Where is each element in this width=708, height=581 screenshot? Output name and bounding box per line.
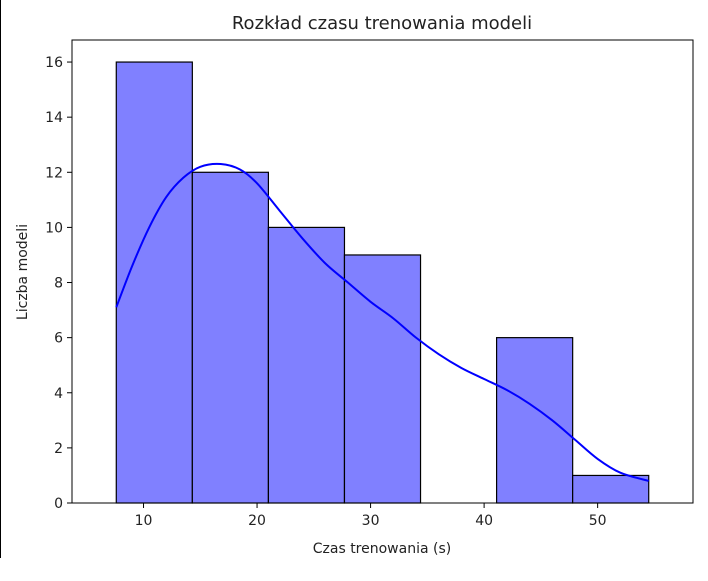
histogram-bar-3: [267, 226, 346, 504]
plot-area-border: [71, 39, 694, 504]
x-tick-label: 10: [135, 513, 153, 529]
histogram-bar-7: [572, 474, 650, 504]
y-tick-label: 10: [45, 220, 63, 236]
y-tick-label: 2: [54, 441, 63, 457]
x-axis-ticks: 10 20 30 40 50: [135, 503, 607, 529]
histogram-bar-6: [495, 337, 574, 504]
x-tick-label: 50: [589, 513, 607, 529]
histogram-bar-4: [343, 254, 422, 504]
y-tick-label: 6: [54, 331, 63, 347]
x-tick-label: 30: [362, 513, 380, 529]
frame-edge: [0, 0, 1, 558]
y-axis-ticks: 0 2 4 6 8 10 12 14 16: [45, 55, 72, 512]
x-axis-label: Czas trenowania (s): [313, 541, 451, 557]
histogram-bars: [115, 61, 650, 504]
chart-title: Rozkład czasu trenowania modeli: [232, 13, 532, 34]
y-axis-label: Liczba modeli: [15, 224, 31, 320]
x-tick-label: 20: [248, 513, 266, 529]
y-tick-label: 16: [45, 55, 63, 71]
kde-curve: [115, 162, 650, 482]
y-tick-label: 0: [54, 496, 63, 512]
y-tick-label: 4: [54, 386, 63, 402]
y-tick-label: 8: [54, 276, 63, 292]
y-tick-label: 14: [45, 110, 63, 126]
x-tick-label: 40: [475, 513, 493, 529]
histogram-bar-1: [115, 61, 193, 504]
histogram-bar-2: [191, 171, 270, 504]
y-tick-label: 12: [45, 165, 63, 181]
